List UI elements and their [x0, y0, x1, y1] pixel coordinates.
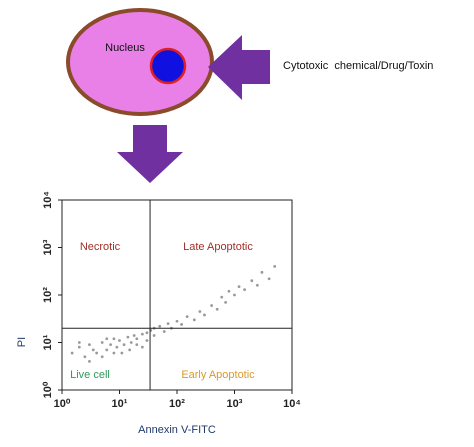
nucleus	[149, 47, 187, 85]
x-tick-label: 10³	[227, 398, 243, 410]
event-dot	[267, 277, 271, 281]
y-tick-label: 10³	[42, 239, 54, 255]
y-tick-label: 10⁴	[42, 191, 54, 209]
event-dot	[135, 337, 139, 341]
event-dot	[100, 341, 104, 344]
x-axis-label: Annexin V-FITC	[138, 424, 216, 436]
x-tick-label: 10²	[169, 398, 185, 410]
y-axis-label: PI	[16, 337, 28, 347]
event-dot	[140, 332, 144, 336]
y-tick-label: 10¹	[42, 334, 54, 350]
event-dot	[250, 279, 254, 283]
event-dot	[126, 335, 130, 339]
x-tick-label: 10⁴	[283, 398, 301, 410]
event-dot	[77, 341, 81, 344]
event-dot	[255, 283, 259, 287]
event-dot	[100, 355, 104, 359]
event-dot	[237, 285, 241, 289]
quadrant-label: Late Apoptotic	[183, 241, 253, 253]
event-dot	[175, 319, 179, 323]
event-dot	[70, 351, 74, 355]
y-tick-label: 10²	[42, 287, 54, 303]
event-dot	[105, 348, 109, 352]
y-tick-label: 10⁰	[42, 381, 54, 398]
event-dot	[260, 270, 264, 274]
agent-label: Cytotoxic chemical/Drug/Toxin	[283, 60, 433, 72]
event-dot	[203, 313, 206, 317]
event-dot	[158, 324, 162, 328]
event-dot	[210, 304, 214, 307]
event-dot	[128, 348, 132, 352]
event-dot	[91, 348, 95, 352]
event-dot	[77, 345, 81, 349]
event-dot	[243, 288, 247, 291]
event-dot	[83, 355, 87, 359]
event-dot	[112, 351, 116, 355]
event-dot	[115, 345, 119, 349]
x-tick-label: 10⁰	[54, 398, 71, 410]
event-dot	[129, 341, 133, 344]
event-dot	[162, 330, 166, 333]
quadrant-label: Necrotic	[80, 241, 121, 253]
event-dot	[145, 331, 149, 335]
event-dot	[140, 345, 144, 349]
event-dot	[132, 334, 136, 337]
event-dot	[166, 322, 170, 325]
quadrant-label: Live cell	[70, 369, 110, 381]
event-dot	[109, 343, 112, 347]
event-dot	[120, 351, 124, 355]
event-dot	[112, 337, 116, 341]
event-dot	[135, 343, 139, 347]
event-dot	[145, 339, 149, 342]
event-dot	[88, 360, 91, 363]
event-dot	[233, 293, 236, 297]
event-dot	[273, 265, 277, 268]
event-dot	[192, 318, 196, 322]
event-dot	[185, 315, 189, 319]
down-arrow	[117, 125, 183, 183]
x-tick-label: 10¹	[112, 398, 128, 410]
event-dot	[122, 343, 126, 347]
event-dot	[220, 295, 224, 299]
event-dot	[215, 307, 219, 311]
quadrant-label: Early Apoptotic	[181, 369, 255, 381]
event-dot	[227, 289, 231, 293]
event-dot	[198, 310, 202, 313]
event-dot	[180, 323, 183, 326]
event-dot	[152, 334, 156, 337]
event-dot	[224, 300, 227, 304]
event-dot	[118, 339, 121, 342]
event-dot	[95, 351, 99, 355]
event-dot	[88, 343, 91, 347]
agent-arrow	[208, 35, 270, 100]
event-dot	[105, 337, 109, 341]
plot-frame	[61, 199, 293, 391]
cell	[66, 8, 214, 116]
nucleus-label: Nucleus	[105, 42, 145, 54]
